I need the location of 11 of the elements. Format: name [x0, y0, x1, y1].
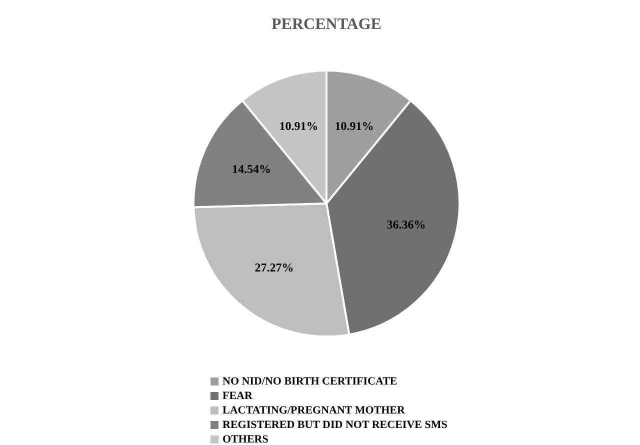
data-label: 14.54%: [232, 162, 271, 176]
legend-label: OTHERS: [222, 434, 268, 445]
legend-label: LACTATING/PREGNANT MOTHER: [222, 404, 406, 416]
data-label: 36.36%: [386, 217, 426, 232]
data-label: 10.91%: [279, 118, 318, 133]
legend-label: REGISTERED BUT DID NOT RECEIVE SMS: [222, 419, 448, 431]
legend-label: FEAR: [222, 390, 254, 402]
data-label: 27.27%: [254, 260, 294, 274]
chart-title: PERCENTAGE: [272, 16, 382, 33]
legend-label: NO NID/NO BIRTH CERTIFICATE: [222, 376, 398, 388]
data-label: 10.91%: [334, 118, 374, 133]
